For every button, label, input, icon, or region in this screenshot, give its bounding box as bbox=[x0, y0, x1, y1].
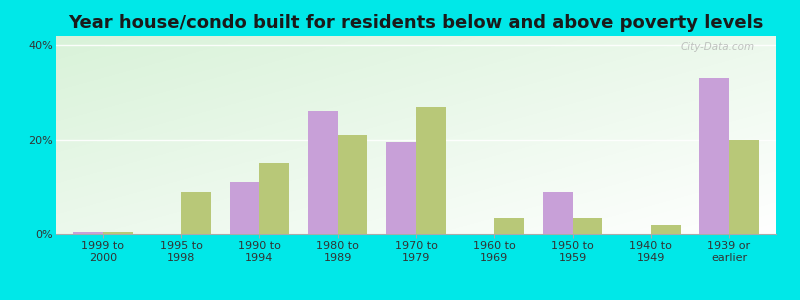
Bar bbox=[699, 78, 729, 234]
Text: City-Data.com: City-Data.com bbox=[680, 42, 754, 52]
Bar bbox=[74, 232, 103, 234]
Bar bbox=[729, 140, 758, 234]
Bar bbox=[650, 225, 681, 234]
Bar bbox=[308, 111, 338, 234]
Bar bbox=[542, 192, 573, 234]
Bar bbox=[386, 142, 416, 234]
Bar bbox=[182, 192, 211, 234]
Bar bbox=[103, 232, 133, 234]
Bar bbox=[494, 218, 524, 234]
Bar bbox=[416, 107, 446, 234]
Bar bbox=[230, 182, 259, 234]
Title: Year house/condo built for residents below and above poverty levels: Year house/condo built for residents bel… bbox=[68, 14, 764, 32]
Bar bbox=[338, 135, 367, 234]
Bar bbox=[259, 163, 290, 234]
Bar bbox=[573, 218, 602, 234]
